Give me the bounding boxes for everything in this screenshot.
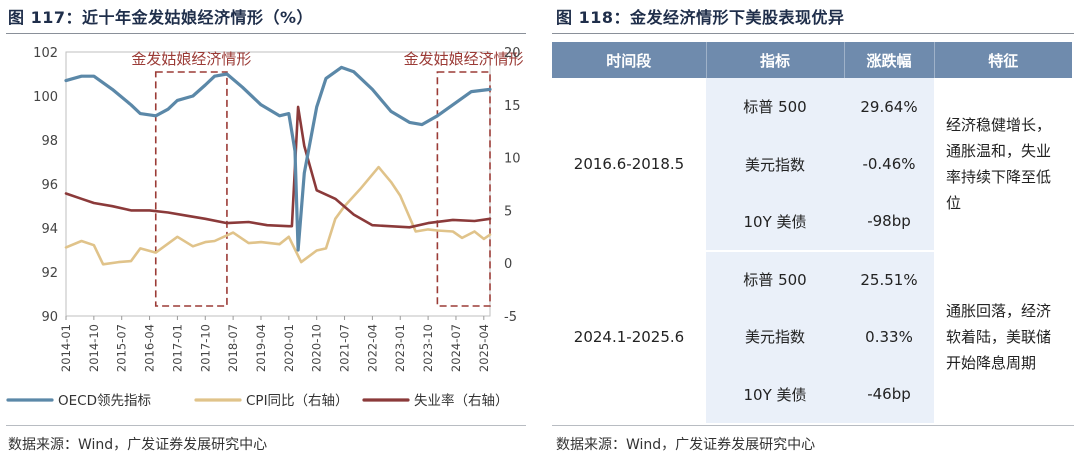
y-left-tick-label: 100 <box>33 90 58 105</box>
metric-cell: 10Y 美债 <box>706 193 844 252</box>
metric-cell: 美元指数 <box>706 308 844 366</box>
x-tick-label: 2021-07 <box>338 324 352 372</box>
y-right-tick-label: 20 <box>504 46 521 61</box>
change-cell: -0.46% <box>844 135 934 193</box>
period-cell: 2016.6-2018.5 <box>552 78 706 251</box>
y-right-tick-label: 0 <box>504 257 512 272</box>
period-cell: 2024.1-2025.6 <box>552 250 706 423</box>
source-note: 数据来源：Wind，广发证券发展研究中心 <box>556 437 816 453</box>
y-left-tick-label: 102 <box>33 46 58 61</box>
plot-frame <box>65 51 491 317</box>
metric-cell: 10Y 美债 <box>706 365 844 423</box>
table-title: 图 118：金发经济情形下美股表现优异 <box>556 8 845 27</box>
table-header-row: 时间段 指标 涨跌幅 特征 <box>552 42 1072 78</box>
x-tick-label: 2025-04 <box>477 324 491 372</box>
highlight-period-label: 金发姑娘经济情形 <box>404 50 524 68</box>
table-row: 2016.6-2018.5 标普 500 29.64% 经济稳健增长，通胀温和，… <box>552 78 1072 251</box>
x-tick-label: 2020-10 <box>310 324 324 372</box>
highlight-period-box <box>154 71 228 307</box>
y-left-tick-label: 94 <box>41 222 58 237</box>
highlight-period-box <box>436 71 491 307</box>
header-feature: 特征 <box>934 42 1072 78</box>
legend-label: 失业率（右轴） <box>414 392 509 409</box>
chart-title: 图 117：近十年金发姑娘经济情形（%） <box>8 8 314 27</box>
performance-table: 时间段 指标 涨跌幅 特征 2016.6-2018.5 标普 500 29.64… <box>552 42 1072 423</box>
x-tick-label: 2023-01 <box>393 324 407 372</box>
x-tick-label: 2024-07 <box>449 324 463 372</box>
x-tick-label: 2023-10 <box>421 324 435 372</box>
y-left-tick-label: 98 <box>41 134 58 149</box>
y-left-tick-label: 90 <box>41 310 58 325</box>
table-row: 10Y 美债 -46bp <box>552 365 1072 423</box>
footer-divider <box>552 425 1074 426</box>
series-line <box>64 105 492 229</box>
line-chart: 金发姑娘经济情形 金发姑娘经济情形 90 92 94 96 98 100 102 -5 0 5 10 1… <box>6 46 524 409</box>
metric-cell: 美元指数 <box>706 135 844 193</box>
x-tick-label: 2014-01 <box>59 324 73 372</box>
header-metric: 指标 <box>706 42 845 78</box>
y-left-tick-label: 92 <box>41 266 58 281</box>
metric-cell: 标普 500 <box>706 78 844 136</box>
x-tick-label: 2016-04 <box>143 324 157 372</box>
metric-cell: 标普 500 <box>706 250 844 308</box>
y-right-tick-label: 5 <box>504 204 512 219</box>
source-note: 数据来源：Wind，广发证券发展研究中心 <box>8 437 268 453</box>
series-line <box>64 165 492 266</box>
change-cell: 29.64% <box>844 78 934 136</box>
title-divider <box>6 33 526 34</box>
title-divider <box>552 33 1074 34</box>
table-row: 2024.1-2025.6 标普 500 25.51% 通胀回落，经济软着陆，美… <box>552 250 1072 423</box>
change-cell: -46bp <box>844 365 934 423</box>
y-left-tick-label: 96 <box>41 178 58 193</box>
header-period: 时间段 <box>552 42 707 78</box>
highlight-period-label: 金发姑娘经济情形 <box>131 50 251 68</box>
change-cell: 25.51% <box>844 250 934 308</box>
x-tick-label: 2017-10 <box>198 324 212 372</box>
footer-divider <box>6 425 526 426</box>
x-tick-label: 2015-07 <box>115 324 129 372</box>
legend-label: CPI同比（右轴） <box>246 393 349 409</box>
table-row: 美元指数 -0.46% <box>552 135 1072 193</box>
y-right-tick-label: 15 <box>504 99 521 114</box>
feature-cell: 通胀回落，经济软着陆，美联储开始降息周期 <box>934 250 1072 423</box>
x-tick-label: 2020-01 <box>282 324 296 372</box>
feature-cell: 经济稳健增长，通胀温和，失业率持续下降至低位 <box>934 78 1072 251</box>
header-change: 涨跌幅 <box>844 42 935 78</box>
change-cell: 0.33% <box>844 308 934 366</box>
series-line <box>64 65 492 252</box>
x-tick-label: 2017-01 <box>170 324 184 372</box>
x-tick-label: 2018-07 <box>226 324 240 372</box>
y-right-tick-label: 10 <box>504 152 521 167</box>
change-cell: -98bp <box>844 193 934 252</box>
y-right-tick-label: -5 <box>504 310 517 325</box>
table-row: 10Y 美债 -98bp <box>552 193 1072 252</box>
x-tick-label: 2019-04 <box>254 324 268 372</box>
x-tick-label: 2014-10 <box>87 324 101 372</box>
legend-label: OECD领先指标 <box>58 393 151 409</box>
x-tick-label: 2022-04 <box>365 324 379 372</box>
table-row: 美元指数 0.33% <box>552 308 1072 366</box>
